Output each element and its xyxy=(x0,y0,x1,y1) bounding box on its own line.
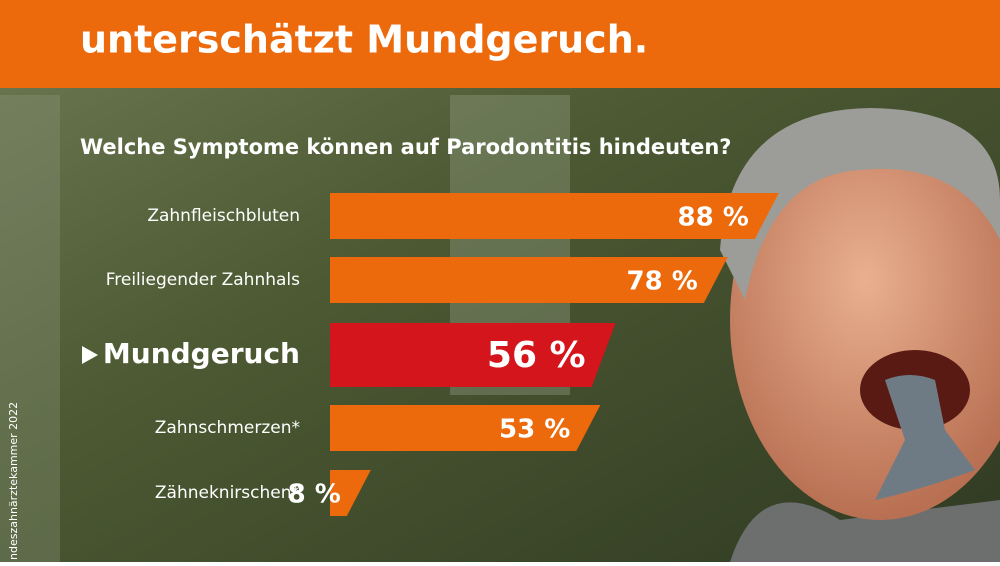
source: ndeszahnärztekammer 2022 xyxy=(7,402,20,560)
title: unterschätzt Mundgeruch. xyxy=(80,18,648,62)
value-label: 53 % xyxy=(499,415,570,445)
bar xyxy=(330,470,371,516)
highlight-marker xyxy=(82,346,98,364)
category-label: Mundgeruch xyxy=(103,337,300,370)
value-label: 8 % xyxy=(288,480,341,510)
photo-man xyxy=(720,108,1000,562)
category-label: Zahnschmerzen* xyxy=(155,418,300,438)
bar xyxy=(330,323,616,387)
bar xyxy=(330,405,601,451)
title-banner xyxy=(0,0,1000,88)
background-blur xyxy=(0,95,60,562)
value-label: 88 % xyxy=(678,203,749,233)
bar xyxy=(330,193,779,239)
category-label: Zähneknirschen* xyxy=(155,483,300,503)
subtitle: Welche Symptome können auf Parodontitis … xyxy=(80,135,731,159)
category-label: Freiliegender Zahnhals xyxy=(106,270,300,290)
bar xyxy=(330,257,728,303)
category-label: Zahnfleischbluten xyxy=(147,206,300,226)
value-label: 56 % xyxy=(487,335,586,376)
value-label: 78 % xyxy=(627,267,698,297)
